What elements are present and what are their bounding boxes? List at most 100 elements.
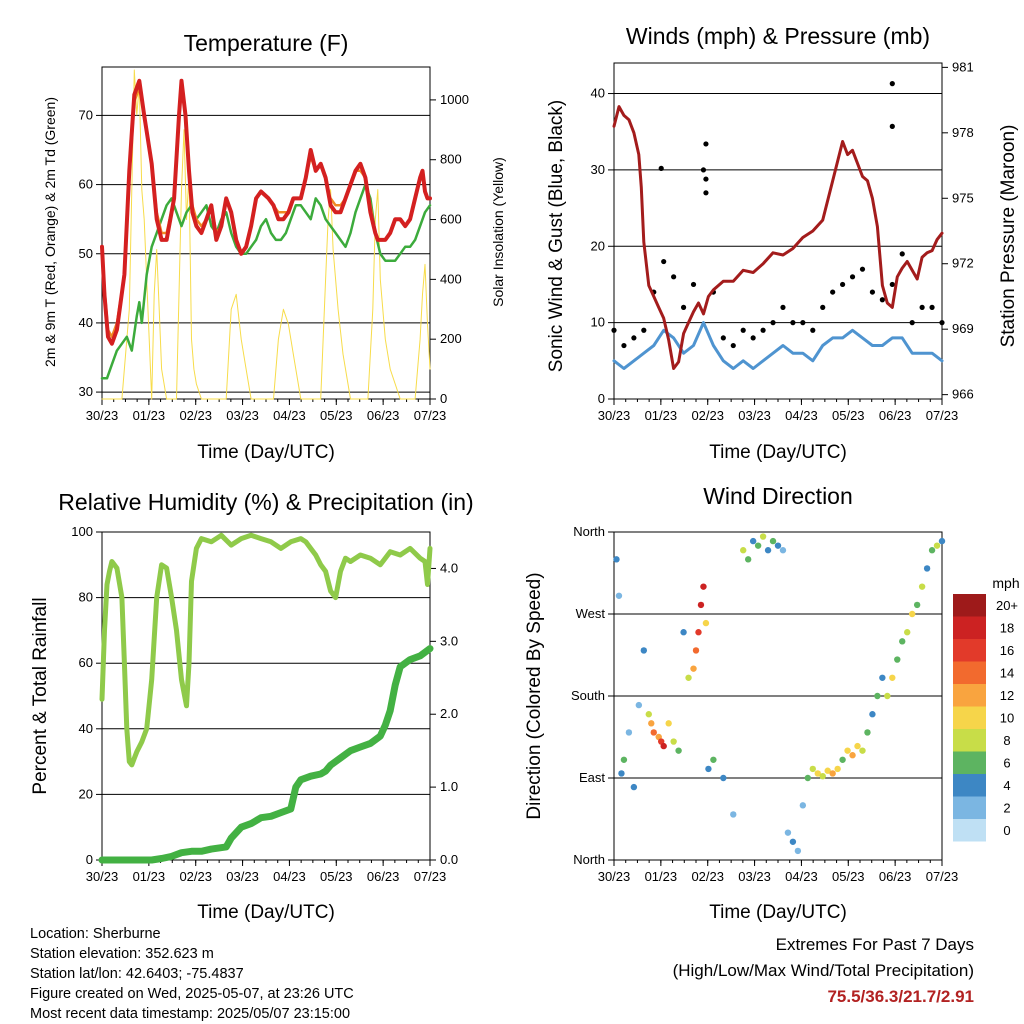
location-text: Location: Sherburne — [30, 926, 161, 942]
y-tick-label: East — [579, 770, 605, 785]
y-right-tick-label: 972 — [952, 256, 974, 271]
humidity-panel: Relative Humidity (%) & Precipitation (i… — [30, 489, 474, 923]
x-tick-label: 06/23 — [367, 869, 400, 884]
direction-point — [625, 729, 633, 736]
y-tick-label: 60 — [79, 177, 93, 192]
direction-point — [695, 629, 702, 636]
gust-point — [730, 342, 736, 349]
colorbar-label: 16 — [1000, 643, 1014, 658]
direction-point — [690, 665, 697, 672]
gust-point — [631, 335, 637, 341]
direction-point — [799, 802, 807, 809]
direction-point — [630, 783, 638, 791]
colorbar-label: 2 — [1003, 801, 1010, 816]
direction-point — [864, 729, 871, 736]
colorbar-swatch — [953, 706, 986, 729]
direction-point — [705, 765, 712, 773]
y-right-tick-label: 400 — [440, 271, 462, 286]
winds-xlabel: Time (Day/UTC) — [709, 442, 847, 463]
gust-outlier-point — [703, 141, 709, 147]
x-tick-label: 30/23 — [598, 408, 631, 423]
x-tick-label: 02/23 — [179, 869, 212, 884]
colorbar-swatch — [953, 796, 986, 819]
colorbar-label: 10 — [1000, 711, 1014, 726]
gust-outlier-point — [703, 190, 709, 196]
colorbar-title: mph — [992, 575, 1019, 591]
plot-frame — [613, 62, 943, 400]
y-tick-label: 40 — [79, 721, 93, 736]
y-right-tick-label: 966 — [952, 387, 974, 402]
wind-direction-panel: Wind Direction Time (Day/UTC) Direction … — [524, 483, 1020, 923]
direction-point — [809, 765, 816, 773]
x-tick-label: 01/23 — [133, 408, 166, 423]
extremes-subheading: (High/Low/Max Wind/Total Precipitation) — [672, 961, 974, 980]
elevation-text: Station elevation: 352.623 m — [30, 946, 214, 962]
colorbar-label: 14 — [1000, 666, 1014, 681]
x-tick-label: 06/23 — [879, 869, 912, 884]
direction-point — [764, 547, 772, 554]
recent-text: Most recent data timestamp: 2025/05/07 2… — [30, 1006, 351, 1022]
y-tick-label: 30 — [591, 162, 605, 177]
y-tick-label: 40 — [591, 86, 605, 101]
direction-point — [869, 711, 876, 718]
direction-point — [789, 838, 797, 845]
direction-point — [874, 692, 881, 700]
y-right-tick-label: 2.0 — [440, 706, 458, 721]
x-tick-label: 07/23 — [414, 869, 447, 884]
gust-point — [889, 281, 895, 288]
colorbar-swatch — [953, 729, 986, 752]
rainfall-line — [98, 645, 434, 864]
direction-point — [928, 547, 936, 554]
gust-outlier-point — [658, 165, 664, 171]
colorbar-swatch — [953, 616, 986, 639]
wind-direction-xlabel: Time (Day/UTC) — [709, 902, 847, 923]
direction-point — [913, 601, 921, 609]
direction-point — [933, 542, 941, 549]
x-tick-label: 07/23 — [926, 408, 959, 423]
y-tick-label: 100 — [71, 524, 93, 539]
y-tick-label: 20 — [591, 238, 605, 253]
gust-point — [720, 335, 726, 341]
y-tick-label: North — [573, 852, 605, 867]
gust-point — [770, 320, 776, 326]
extremes-values: 75.5/36.3/21.7/2.91 — [827, 987, 974, 1006]
temperature-ylabel: 2m & 9m T (Red, Orange) & 2m Td (Green) — [42, 97, 58, 367]
colorbar-swatch — [953, 751, 986, 774]
x-tick-label: 04/23 — [273, 869, 306, 884]
x-tick-label: 04/23 — [785, 408, 818, 423]
y-right-tick-label: 0.0 — [440, 852, 458, 867]
x-tick-label: 30/23 — [598, 869, 631, 884]
direction-point — [839, 756, 846, 763]
direction-point — [618, 770, 625, 777]
direction-point — [670, 738, 677, 745]
direction-point — [665, 720, 672, 727]
y-tick-label: 80 — [79, 590, 93, 605]
pressure-line — [612, 105, 944, 370]
direction-point — [814, 770, 821, 777]
gust-outlier-point — [703, 176, 709, 182]
y-tick-label: 10 — [591, 315, 605, 330]
x-tick-label: 07/23 — [926, 869, 959, 884]
direction-point — [754, 542, 762, 549]
colorbar-swatch — [953, 819, 986, 842]
y-tick-label: 50 — [79, 246, 93, 261]
humidity-ylabel: Percent & Total Rainfall — [30, 597, 51, 794]
gust-point — [849, 274, 856, 280]
direction-point — [692, 647, 700, 654]
direction-point — [700, 583, 707, 590]
gust-point — [859, 266, 866, 272]
y-tick-label: 70 — [79, 107, 93, 122]
x-tick-label: 02/23 — [179, 408, 212, 423]
x-tick-label: 06/23 — [367, 408, 400, 423]
direction-point — [894, 656, 901, 663]
y-right-tick-label: 978 — [952, 125, 974, 140]
gust-point — [621, 342, 627, 349]
y-right-tick-label: 1.0 — [440, 779, 458, 794]
winds-ylabel: Sonic Wind & Gust (Blue, Black) — [546, 100, 567, 372]
y-tick-label: South — [571, 688, 605, 703]
x-tick-label: 30/23 — [86, 408, 119, 423]
direction-point — [844, 747, 851, 754]
direction-point — [744, 556, 752, 563]
gust-point — [830, 289, 836, 295]
direction-point — [620, 756, 628, 763]
